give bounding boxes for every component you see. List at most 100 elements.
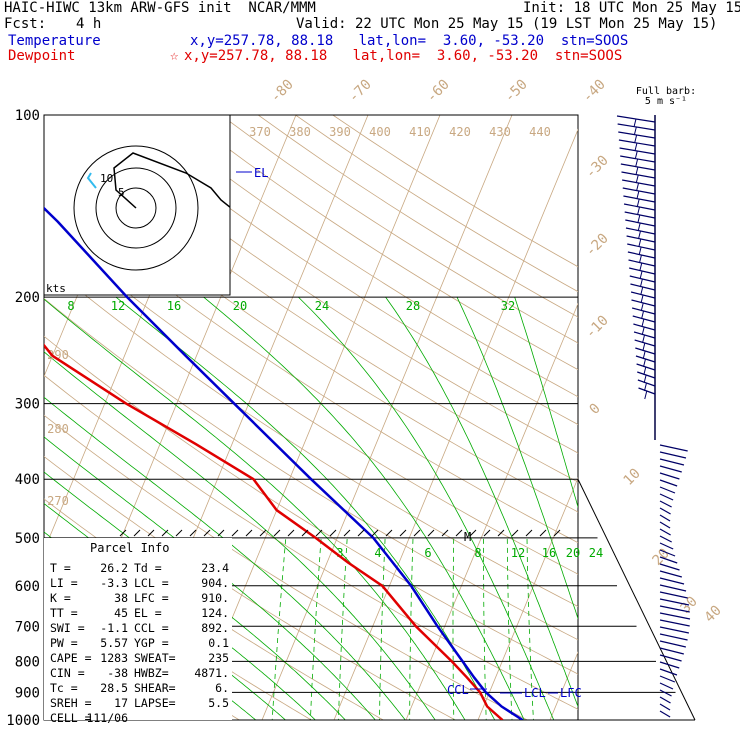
- isotherm-line: [405, 302, 578, 720]
- parcel-info-value: 5.57: [100, 636, 128, 650]
- pressure-tick-label: 100: [15, 108, 40, 124]
- header-init: Init: 18 UTC Mon 25 May 15: [523, 0, 740, 16]
- wind-barb-flag: [638, 254, 642, 264]
- lid-hatch: [147, 529, 155, 537]
- lid-hatch: [203, 529, 211, 537]
- theta-tick-label: 420: [449, 125, 471, 139]
- mixing-ratio-tick-label: 12: [111, 299, 125, 313]
- wind-barb: [659, 465, 682, 473]
- hodograph-ring: [95, 167, 177, 249]
- wind-barb-flag: [639, 270, 643, 280]
- mixing-ratio-tick-label: 8: [67, 299, 74, 313]
- lid-hatch: [511, 529, 519, 537]
- parcel-info-key: Tc =: [50, 681, 78, 695]
- isotherm-line: [261, 115, 513, 720]
- parcel-info-value: 904.: [201, 576, 229, 590]
- wind-barb-flag: [637, 222, 641, 232]
- parcel-info-key: CCL =: [134, 621, 169, 635]
- pressure-tick-label: 700: [15, 619, 40, 635]
- isotherm-tick-label: -60: [424, 77, 453, 106]
- wind-barb-flag: [634, 134, 638, 144]
- parcel-info-value: 1283: [100, 651, 128, 665]
- parcel-info-value: 892.: [201, 621, 229, 635]
- hodograph-ring: [73, 145, 199, 271]
- theta-tick-label: 410: [409, 125, 431, 139]
- dry-adiabat-line: [44, 122, 578, 483]
- wind-barb: [635, 347, 656, 355]
- wind-barb-flag: [635, 174, 639, 184]
- parcel-info-value: 17: [114, 696, 128, 710]
- dry-adiabat-line: [44, 374, 578, 710]
- parcel-info-key: SWI =: [50, 621, 85, 635]
- mixing-ratio-tick-label: 24: [315, 299, 329, 313]
- wind-barb: [659, 507, 671, 515]
- pressure-tick-label: 1000: [6, 713, 40, 729]
- wind-barb-flag: [643, 366, 647, 376]
- parcel-info-value: 26.2: [100, 561, 128, 575]
- mixing-ratio-tick-label: 20: [566, 546, 580, 560]
- wind-barb-flag: [636, 198, 640, 208]
- wind-barb: [659, 598, 690, 606]
- wind-barb-flag: [633, 118, 637, 128]
- parcel-info-value: 235: [208, 651, 229, 665]
- wind-barb: [659, 710, 671, 718]
- parcel-info-key: LAPSE=: [134, 696, 176, 710]
- wind-barb-flag: [642, 358, 646, 368]
- wind-barb-flag: [638, 238, 642, 248]
- parcel-info-key: YGP =: [134, 636, 169, 650]
- wind-barb-flag: [636, 190, 640, 200]
- wind-barb: [659, 479, 678, 487]
- wind-barb: [659, 542, 674, 550]
- dry-adiabat-line: [0, 115, 41, 733]
- el-label: EL: [254, 166, 268, 180]
- wind-barb: [659, 640, 686, 648]
- pressure-tick-label: 900: [15, 685, 40, 701]
- wind-barb: [659, 528, 671, 536]
- lid-hatch: [497, 529, 505, 537]
- hodograph-ring-label: 5: [118, 186, 125, 199]
- dry-adiabat-line: [220, 115, 578, 344]
- moist-adiabat-line: [44, 396, 406, 720]
- wind-barb: [659, 486, 676, 494]
- lid-hatch: [441, 529, 449, 537]
- wind-barb: [659, 472, 680, 480]
- wind-barb: [659, 556, 678, 564]
- moist-adiabat-line: [44, 436, 376, 720]
- mixing-ratio-tick-label: 12: [511, 546, 525, 560]
- wind-barb: [659, 647, 684, 655]
- wind-barb-flag: [640, 294, 644, 304]
- header-valid: Valid: 22 UTC Mon 25 May 15 (19 LST Mon …: [296, 16, 718, 32]
- parcel-info-value: 4871.: [194, 666, 229, 680]
- wind-barb: [659, 654, 682, 662]
- wind-barb-flag: [642, 334, 646, 344]
- lid-hatch: [189, 529, 197, 537]
- hodograph-ring-label: 10: [100, 172, 113, 185]
- isotherm-tick-label: -30: [583, 153, 612, 182]
- hodograph-trace: [113, 152, 230, 209]
- isotherm-tick-label: -80: [268, 77, 297, 106]
- wind-barb: [625, 219, 656, 227]
- ccl-label: CCL: [447, 683, 469, 697]
- parcel-info-value: -3.3: [100, 576, 128, 590]
- dry-adiabat-line: [44, 335, 578, 675]
- lid-hatch: [539, 529, 547, 537]
- m-label: M: [464, 530, 471, 544]
- dry-adiabat-line: [108, 115, 578, 425]
- isotherm-tick-label: -20: [583, 231, 612, 260]
- wind-barb-flag: [641, 318, 645, 328]
- wind-barb: [659, 549, 676, 557]
- mixing-ratio-tick-label: 32: [501, 299, 515, 313]
- wind-barb: [659, 514, 671, 522]
- wind-barb: [659, 633, 688, 641]
- lcl-label: LCL: [524, 686, 546, 700]
- temperature-trace: [44, 206, 524, 720]
- wind-barb-flag: [637, 230, 641, 240]
- dewpoint-legend-info: x,y=257.78, 88.18 lat,lon= 3.60, -53.20 …: [184, 48, 623, 64]
- pressure-tick-label: 400: [15, 472, 40, 488]
- dry-adiabat-line: [44, 156, 578, 513]
- dry-adiabat-line: [44, 297, 578, 641]
- isotherm-line: [477, 476, 578, 720]
- lid-hatch: [231, 529, 239, 537]
- wind-barb: [659, 444, 688, 452]
- parcel-info-key: HWBZ=: [134, 666, 169, 680]
